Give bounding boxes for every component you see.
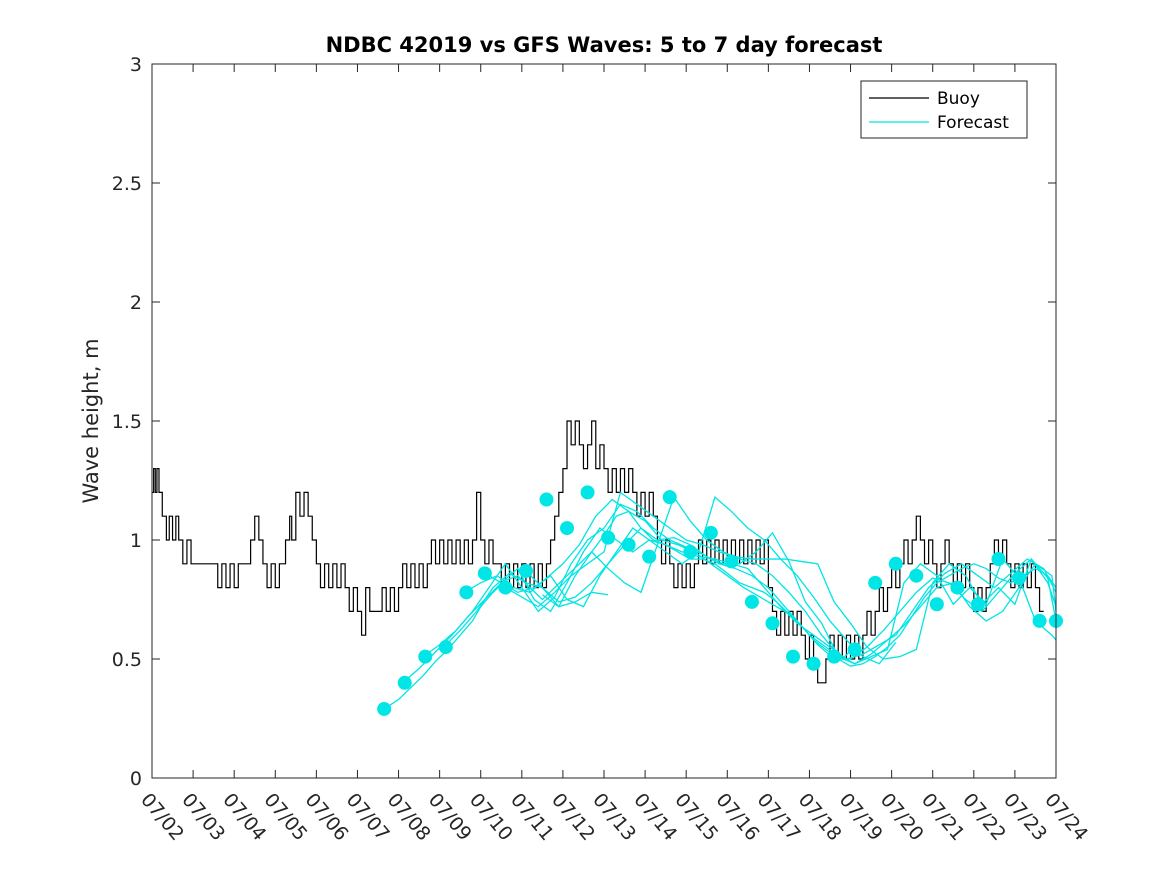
forecast-marker xyxy=(377,701,392,716)
forecast-marker xyxy=(418,649,433,664)
forecast-run-line-1 xyxy=(383,510,1057,710)
legend-label-1: Buoy xyxy=(937,89,980,109)
forecast-marker xyxy=(724,554,739,569)
forecast-marker xyxy=(806,656,821,671)
legend: Buoy Forecast xyxy=(860,80,1028,139)
forecast-marker xyxy=(539,492,554,507)
forecast-marker xyxy=(991,552,1006,567)
forecast-marker xyxy=(459,585,474,600)
forecast-marker xyxy=(642,549,657,564)
buoy-series-line xyxy=(152,420,1044,684)
y-tick-label: 1 xyxy=(130,530,142,552)
y-tick-label: 0 xyxy=(130,768,142,790)
forecast-marker xyxy=(765,616,780,631)
forecast-marker xyxy=(1012,571,1027,586)
forecast-run-line-9 xyxy=(541,591,609,608)
y-tick-label: 3 xyxy=(130,54,142,76)
forecast-marker xyxy=(560,521,575,536)
forecast-marker xyxy=(950,580,965,595)
forecast-marker xyxy=(601,530,616,545)
forecast-marker xyxy=(438,640,453,655)
forecast-marker xyxy=(827,649,842,664)
y-tick-label: 0.5 xyxy=(112,649,142,671)
forecast-marker xyxy=(662,490,677,505)
y-tick-label: 2 xyxy=(130,292,142,314)
y-axis-label: Wave height, m xyxy=(79,338,103,503)
forecast-marker xyxy=(477,566,492,581)
forecast-marker xyxy=(518,563,533,578)
forecast-run-line-7 xyxy=(505,491,1057,660)
forecast-marker xyxy=(970,597,985,612)
forecast-marker xyxy=(847,642,862,657)
y-tick-label: 2.5 xyxy=(112,173,142,195)
forecast-marker xyxy=(683,544,698,559)
legend-label-2: Forecast xyxy=(937,113,1009,133)
forecast-marker xyxy=(703,525,718,540)
legend-box xyxy=(860,80,1028,139)
forecast-marker xyxy=(744,594,759,609)
forecast-marker xyxy=(580,485,595,500)
forecast-marker xyxy=(929,597,944,612)
forecast-marker xyxy=(621,537,636,552)
forecast-marker xyxy=(397,675,412,690)
forecast-marker xyxy=(868,575,883,590)
forecast-run-line-8 xyxy=(525,527,1057,665)
forecast-marker xyxy=(498,580,513,595)
forecast-run-line-4 xyxy=(443,495,1057,665)
forecast-marker xyxy=(786,649,801,664)
chart-title: NDBC 42019 vs GFS Waves: 5 to 7 day fore… xyxy=(326,33,883,57)
forecast-marker xyxy=(1032,613,1047,628)
y-tick-label: 1.5 xyxy=(112,411,142,433)
plot-area xyxy=(152,420,1063,716)
forecast-marker xyxy=(909,568,924,583)
forecast-marker xyxy=(888,556,903,571)
